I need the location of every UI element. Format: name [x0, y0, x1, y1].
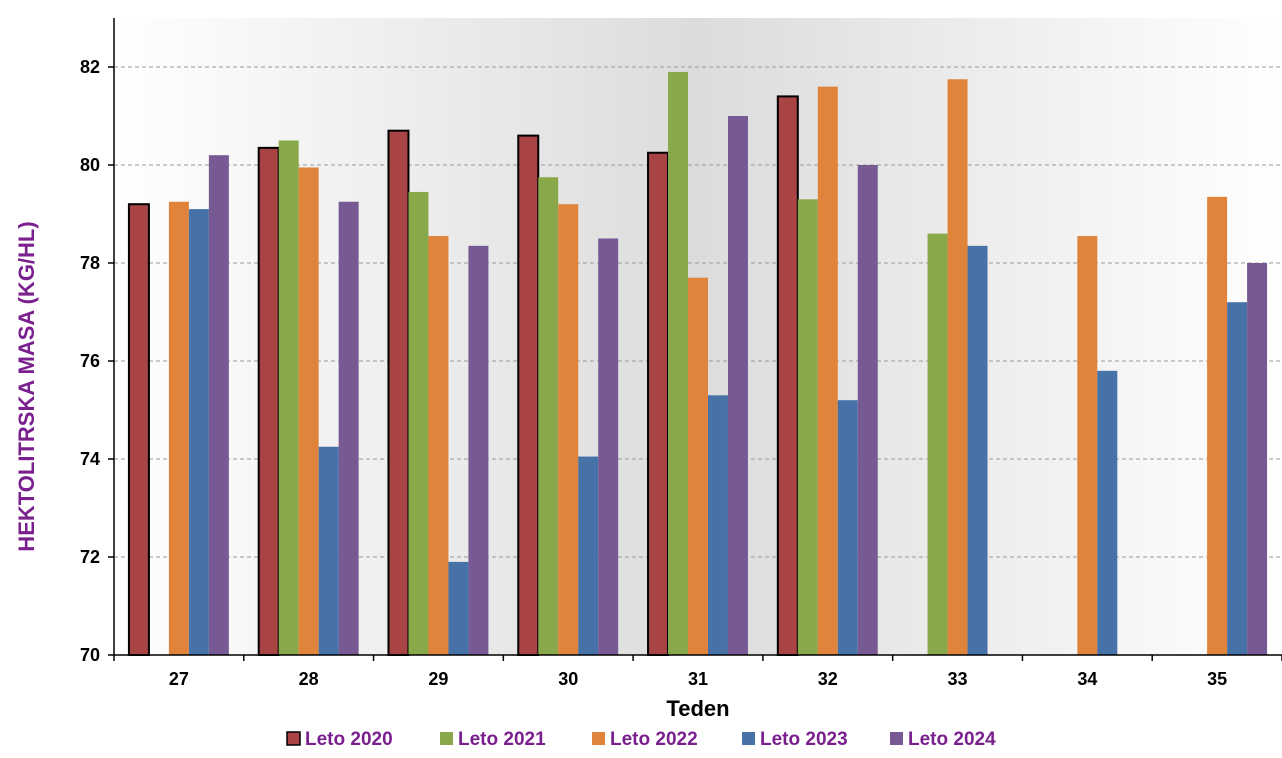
bar-leto-2023 — [707, 395, 728, 655]
bar-leto-2020 — [776, 95, 799, 656]
legend-label: Leto 2022 — [610, 729, 698, 750]
bar-leto-2022 — [1207, 196, 1228, 655]
bar-leto-2022 — [817, 86, 838, 656]
bar-leto-2021 — [278, 140, 299, 655]
x-tick-label: 34 — [1077, 669, 1097, 689]
y-tick-label: 82 — [80, 57, 100, 77]
bar-leto-2022 — [168, 201, 189, 655]
bar-leto-2023 — [1227, 302, 1248, 655]
legend-swatch — [592, 732, 605, 745]
legend-swatch — [286, 731, 301, 746]
bar-leto-2020 — [257, 146, 280, 656]
bar-leto-2022 — [1077, 236, 1098, 656]
bar-leto-2022 — [558, 204, 579, 655]
x-tick-label: 27 — [169, 669, 189, 689]
bar-leto-2023 — [578, 456, 599, 655]
bar-leto-2022 — [947, 79, 968, 655]
y-axis-title: HEKTOLITRSKA MASA (KG/HL) — [14, 221, 39, 551]
y-tick-labels: 70 72 74 76 78 80 82 — [80, 57, 100, 665]
bar-leto-2020 — [127, 203, 150, 656]
legend-swatch — [890, 732, 903, 745]
x-tick-label: 29 — [428, 669, 448, 689]
bar-leto-2021 — [797, 199, 818, 656]
bar-leto-2022 — [688, 277, 708, 655]
bar-leto-2021 — [927, 233, 948, 655]
bar-leto-2021 — [408, 191, 429, 655]
bar-leto-2024 — [1247, 263, 1268, 655]
bars — [127, 71, 1268, 657]
legend-label: Leto 2024 — [908, 729, 996, 750]
y-tick-label: 72 — [80, 547, 100, 567]
y-tick-label: 74 — [80, 449, 100, 469]
bar-leto-2021 — [668, 71, 689, 655]
y-tick-label: 70 — [80, 645, 100, 665]
bar-leto-2023 — [318, 446, 339, 655]
bar-leto-2024 — [338, 201, 359, 655]
y-tick-label: 76 — [80, 351, 100, 371]
legend-swatch — [440, 732, 453, 745]
x-tick-label: 31 — [688, 669, 708, 689]
bar-leto-2021 — [538, 177, 559, 655]
x-tick-label: 33 — [948, 669, 968, 689]
bar-leto-2023 — [448, 561, 469, 655]
bar-leto-2022 — [428, 236, 449, 656]
legend-label: Leto 2020 — [305, 729, 393, 750]
bar-leto-2022 — [298, 167, 319, 655]
y-tick-label: 78 — [80, 253, 100, 273]
x-tick-label: 30 — [558, 669, 578, 689]
legend-label: Leto 2023 — [760, 729, 848, 750]
bar-leto-2023 — [967, 245, 988, 655]
legend-label: Leto 2021 — [458, 729, 546, 750]
bar-leto-2024 — [598, 238, 619, 655]
bar-leto-2020 — [647, 151, 670, 656]
legend: Leto 2020 Leto 2021 Leto 2022 Leto 2023 Leto… — [286, 729, 996, 750]
bar-leto-2024 — [468, 245, 489, 655]
x-tick-labels: 27 28 29 30 31 32 33 34 35 — [169, 669, 1227, 689]
bar-leto-2024 — [208, 155, 229, 655]
bar-leto-2024 — [857, 165, 878, 655]
bar-leto-2020 — [387, 129, 410, 656]
x-tick-label: 32 — [818, 669, 838, 689]
axes — [108, 18, 1282, 661]
x-tick-label: 28 — [299, 669, 319, 689]
y-tick-label: 80 — [80, 155, 100, 175]
bar-leto-2023 — [837, 400, 858, 655]
x-tick-label: 35 — [1207, 669, 1227, 689]
bar-leto-2023 — [188, 209, 209, 655]
bar-leto-2024 — [727, 116, 748, 655]
bar-leto-2023 — [1097, 370, 1118, 655]
legend-swatch — [742, 732, 755, 745]
x-axis-title: Teden — [666, 696, 729, 721]
bar-leto-2020 — [517, 134, 540, 657]
